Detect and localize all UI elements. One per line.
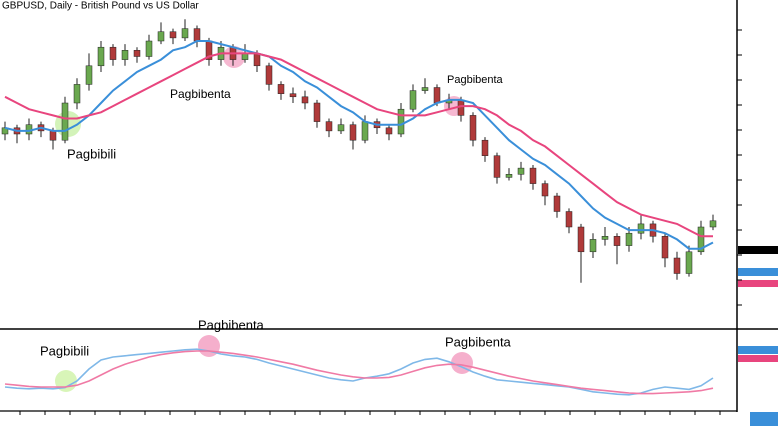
candle-body [157,31,165,42]
candle-body [193,28,201,42]
candle-body [73,84,81,104]
candle-body [469,115,477,141]
candle-body [145,40,153,57]
candle-body [421,87,429,91]
candle-body [361,121,369,141]
candle-body [625,232,633,246]
candle-body [553,195,561,212]
candle-body [397,108,405,135]
candle-body [121,50,129,60]
candle-body [253,53,261,67]
candle-body [541,183,549,197]
annotation: Pagbibenta [170,87,231,101]
candle-body [49,130,57,141]
candle-body [493,155,501,178]
osc-tag [738,355,778,362]
indicator-line [4,350,714,395]
candle-body [661,236,669,259]
candle-body [325,121,333,132]
annotation: Pagbibenta [445,334,512,349]
candle-body [709,220,717,228]
indicator-line [4,348,714,396]
candle-body [385,127,393,135]
candle-body [313,102,321,122]
annotation: Pagbibili [40,343,89,358]
candle-body [529,167,537,184]
candle-body [265,65,273,85]
osc-tag [738,346,778,354]
candle-body [577,226,585,253]
candle-body [481,139,489,156]
candle-body [109,46,117,60]
candle-body [61,102,69,141]
candle-body [517,167,525,175]
candle-body [289,93,297,98]
chart-title: GBPUSD, Daily - British Pound vs US Doll… [2,1,199,12]
indicator-line [4,40,714,250]
candle-body [613,236,621,246]
sell-highlight [451,352,473,374]
annotation: Pagbibili [67,146,116,161]
candle-body [85,65,93,85]
candle-body [697,226,705,253]
candle-body [349,124,357,141]
annotation: Pagbibenta [198,317,265,332]
indicator-line [4,52,713,238]
corner-tag [750,412,778,426]
candle-body [169,31,177,39]
candle-body [505,174,513,178]
candle-body [181,28,189,39]
price-tag [738,246,778,254]
price-tag [738,268,778,276]
candle-body [433,87,441,104]
candle-body [301,96,309,104]
candle-body [685,251,693,274]
candle-body [589,239,597,253]
price-tag [738,280,778,287]
candle-body [601,236,609,240]
candle-body [673,257,681,274]
annotation: Pagbibenta [447,74,504,86]
candle-body [565,211,573,228]
candle-body [133,50,141,57]
candle-body [277,84,285,94]
candle-body [409,90,417,110]
candle-body [637,223,645,234]
candle-body [97,46,105,67]
candle-body [337,124,345,132]
